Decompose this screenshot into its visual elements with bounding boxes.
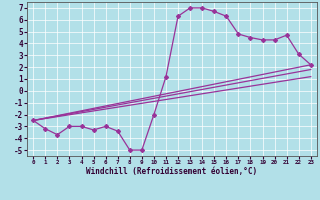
X-axis label: Windchill (Refroidissement éolien,°C): Windchill (Refroidissement éolien,°C) [86,167,258,176]
